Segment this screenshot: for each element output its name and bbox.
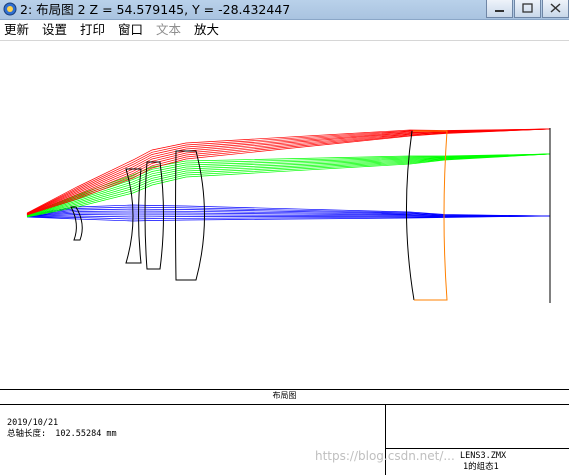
window-title: 2: 布局图 2 Z = 54.579145, Y = -28.432447: [20, 2, 291, 17]
ray-field-1-4: [26, 212, 550, 217]
lens-element-1: [70, 206, 83, 241]
ray-field-2-4: [26, 153, 551, 217]
maximize-icon: [522, 3, 533, 13]
ray-field-3-5: [26, 128, 551, 215]
ray-field-2-1: [26, 153, 551, 216]
ray-field-2-7: [26, 153, 551, 218]
ray-field-1-0: [26, 204, 551, 217]
lens-file-name: LENS3.ZMX: [460, 451, 507, 461]
menu-print[interactable]: 打印: [80, 22, 106, 37]
ray-fan-field-3: [26, 128, 551, 216]
total-length-value: 102.55284 mm: [55, 429, 117, 439]
ray-field-3-3: [26, 128, 551, 215]
panel-top-border: [0, 404, 569, 405]
lens-element-5: [405, 130, 415, 301]
ray-field-3-0: [26, 128, 551, 214]
ray-field-2-0: [26, 153, 551, 216]
plot-date: 2019/10/21: [7, 418, 59, 428]
minimize-icon: [495, 10, 504, 12]
ray-field-2-5: [26, 153, 551, 217]
title-bar[interactable]: 2: 布局图 2 Z = 54.579145, Y = -28.432447: [0, 0, 569, 20]
lens-element-4: [175, 150, 205, 281]
watermark-text: https://blog.csdn.net/...: [315, 449, 455, 463]
ray-field-1-7: [26, 215, 551, 220]
ray-field-2-2: [26, 153, 551, 216]
total-length-row: 总轴长度: 102.55284 mm: [7, 429, 117, 440]
detector-element: [413, 130, 448, 301]
ray-fan-field-2: [26, 153, 551, 218]
app-icon: [3, 2, 17, 16]
configuration-label: 1的组态1: [463, 462, 499, 472]
ray-field-1-1: [26, 206, 551, 217]
panel-divider: [385, 404, 386, 475]
ray-field-1-6: [26, 215, 551, 218]
maximize-button[interactable]: [514, 0, 541, 18]
ray-field-1-5: [26, 214, 551, 217]
menu-bar: 更新 设置 打印 窗口 文本 放大: [0, 20, 569, 41]
lens-element-3: [144, 161, 164, 270]
close-icon: [550, 3, 561, 13]
menu-settings[interactable]: 设置: [42, 22, 68, 37]
plot-separator: [0, 389, 569, 390]
menu-update[interactable]: 更新: [4, 22, 30, 37]
lens-element-2: [125, 168, 142, 264]
ray-field-1-8: [26, 215, 551, 222]
menu-window[interactable]: 窗口: [118, 22, 144, 37]
minimize-button[interactable]: [486, 0, 513, 18]
total-length-label: 总轴长度:: [7, 429, 47, 439]
ray-field-1-2: [26, 208, 551, 217]
ray-field-1-3: [26, 210, 551, 217]
ray-field-3-6: [26, 128, 551, 215]
close-button[interactable]: [542, 0, 569, 18]
ray-field-3-7: [26, 128, 551, 216]
ray-field-2-8: [26, 153, 551, 218]
ray-field-2-3: [26, 153, 551, 217]
ray-fan-field-1: [26, 204, 551, 222]
menu-zoom[interactable]: 放大: [194, 22, 220, 37]
menu-text[interactable]: 文本: [156, 22, 182, 37]
panel-title: 布局图: [272, 391, 297, 400]
ray-field-3-8: [26, 128, 551, 216]
ray-field-3-4: [26, 128, 551, 215]
ray-field-2-6: [26, 153, 551, 217]
panel-info-divider: [385, 448, 569, 449]
layout-canvas[interactable]: [0, 41, 569, 389]
